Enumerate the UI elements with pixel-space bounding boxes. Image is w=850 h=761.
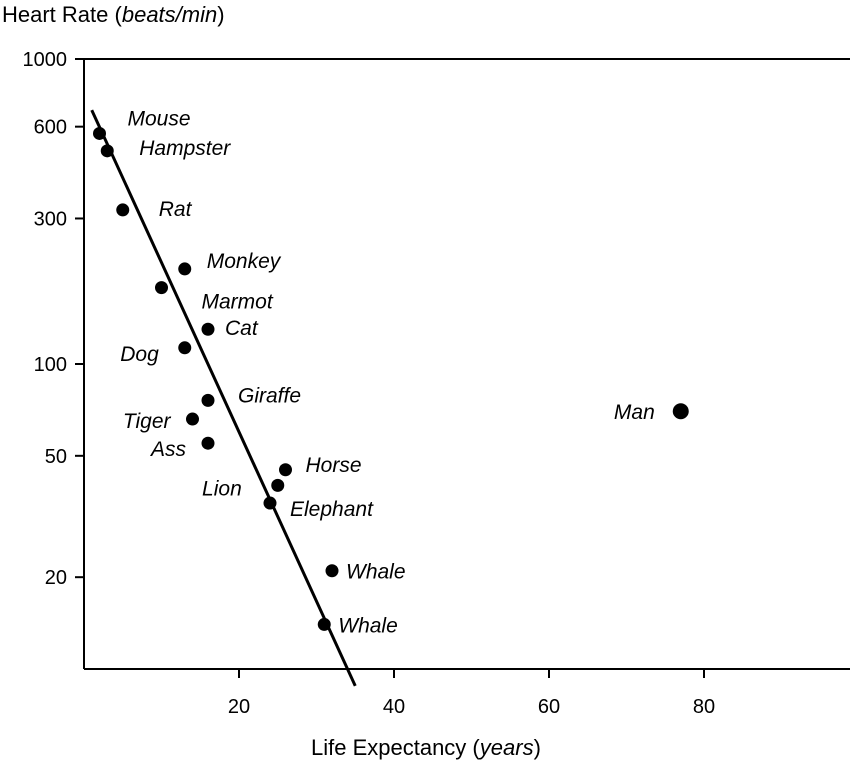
x-tick-label: 60: [538, 696, 560, 718]
point-label: Whale: [346, 561, 406, 584]
point-label: Whale: [338, 614, 398, 637]
data-point: [186, 412, 199, 426]
x-axis-label: Life Expectancy (years): [311, 735, 541, 760]
x-tick-label: 40: [383, 696, 405, 718]
data-point: [178, 341, 192, 355]
x-axis-label-unit: years: [479, 735, 534, 760]
point-label: Cat: [225, 317, 259, 340]
data-point: [672, 403, 689, 420]
y-tick-label: 50: [45, 446, 67, 468]
data-point: [178, 262, 192, 276]
data-point: [201, 393, 215, 407]
point-label: Rat: [159, 198, 193, 221]
data-point: [116, 203, 130, 217]
point-label: Marmot: [202, 291, 274, 314]
data-point: [93, 126, 106, 140]
point-label: Man: [614, 401, 655, 424]
data-point: [263, 496, 277, 510]
point-label: Horse: [306, 454, 362, 477]
point-label: Mouse: [128, 107, 191, 130]
regression-line: [90, 109, 357, 687]
chart-title-unit: beats/min: [121, 2, 218, 27]
point-label: Dog: [120, 343, 159, 366]
chart-title: Heart Rate (beats/min): [2, 2, 225, 27]
data-point: [201, 436, 215, 450]
point-label: Tiger: [123, 410, 172, 433]
y-tick-label: 1000: [23, 49, 68, 71]
data-point: [155, 281, 168, 295]
point-label: Giraffe: [238, 384, 301, 407]
chart-title-text: Heart Rate: [2, 2, 109, 27]
point-label: Lion: [202, 477, 242, 500]
y-tick-label: 600: [34, 117, 67, 139]
data-point: [279, 463, 292, 477]
data-point: [325, 564, 339, 578]
y-tick-label: 300: [34, 208, 67, 230]
y-tick-label: 100: [34, 354, 67, 376]
x-axis-label-text: Life Expectancy: [311, 735, 467, 760]
x-tick-label: 80: [693, 696, 715, 718]
data-point: [317, 617, 331, 631]
x-tick-label: 20: [228, 696, 250, 718]
data-point: [100, 144, 114, 158]
point-label: Ass: [149, 438, 187, 461]
point-label: Monkey: [207, 250, 282, 273]
y-tick-label: 20: [45, 567, 67, 589]
point-label: Hampster: [139, 137, 231, 160]
data-point: [271, 478, 285, 492]
data-point: [201, 322, 215, 336]
point-label: Elephant: [290, 498, 374, 521]
